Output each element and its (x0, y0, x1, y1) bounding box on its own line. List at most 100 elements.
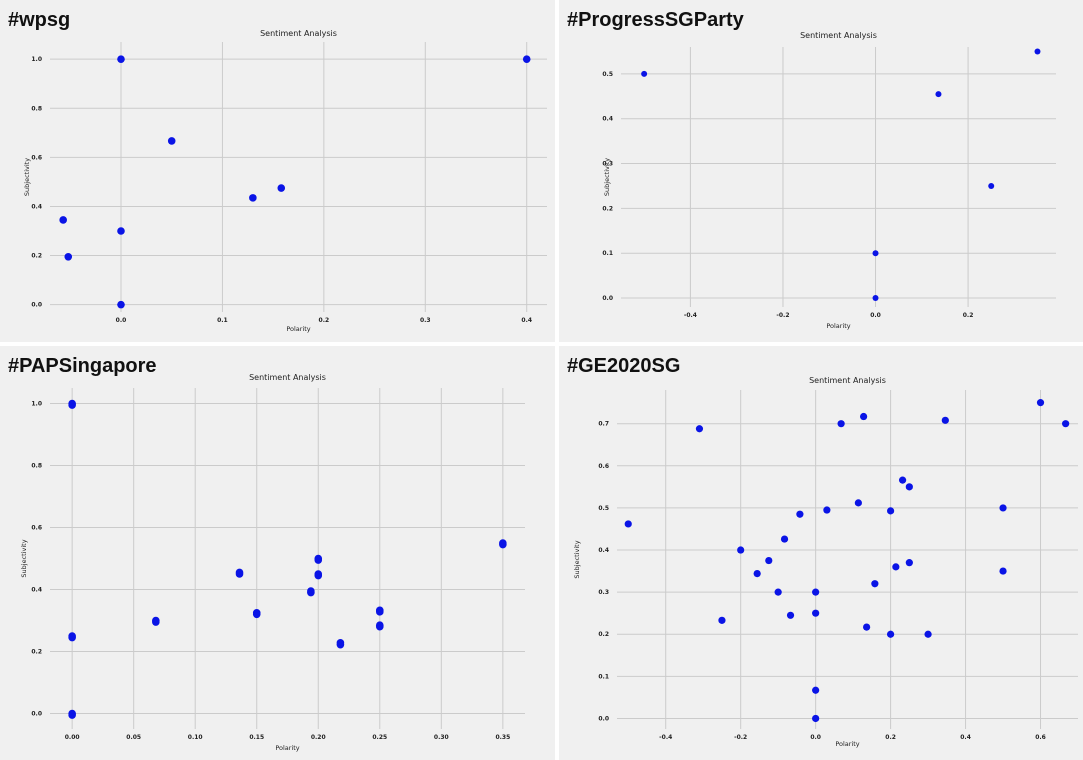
y-tick-label: 0.5 (598, 505, 609, 512)
x-tick-label: 0.4 (960, 734, 971, 741)
x-tick-label: 0.4 (521, 317, 532, 324)
chart-title: Sentiment Analysis (260, 29, 337, 38)
x-tick-label: 0.6 (1035, 734, 1046, 741)
y-tick-label: 0.2 (602, 205, 613, 212)
data-point (812, 588, 820, 596)
hashtag-title: #GE2020SG (567, 355, 681, 377)
data-point (780, 535, 789, 543)
x-tick-label: 0.00 (65, 734, 80, 741)
chart-title: Sentiment Analysis (249, 373, 326, 382)
data-point (375, 608, 384, 616)
data-point (854, 499, 862, 507)
hashtag-title: #ProgressSGParty (567, 9, 744, 31)
data-point (999, 504, 1007, 512)
y-axis-label: Subjectivity (573, 540, 581, 578)
hashtag-title: #wpsg (8, 9, 71, 31)
data-point (905, 483, 913, 491)
data-point (988, 182, 995, 189)
panel-wpsg: 0.0 0.1 0.2 0.3 0.4 0.0 0.2 0.4 0.6 0.8 1.0 Sentime… (0, 0, 555, 342)
data-point (624, 520, 632, 528)
x-tick-label: 0.25 (372, 734, 387, 741)
data-point (375, 622, 384, 631)
scatter-plot: 0.0 0.1 0.2 0.3 0.4 0.0 0.2 0.4 0.6 0.8 1.0 Sentime… (23, 29, 547, 333)
data-point (887, 630, 895, 638)
data-point (68, 401, 76, 409)
y-tick-label: 0.5 (602, 71, 613, 78)
panel-papsingapore: 0.00 0.05 0.10 0.15 0.20 0.25 0.30 0.35 0.0 0.2 0.… (0, 346, 555, 760)
data-point (812, 714, 820, 723)
y-tick-label: 0.4 (31, 203, 42, 210)
scatter-plot: -0.4 -0.2 0.0 0.2 0.4 0.6 0.0 0.1 0.2 0.3 0.4 0.5 0.… (573, 376, 1078, 748)
hashtag-title: #PAPSingapore (8, 355, 157, 377)
data-point (249, 194, 257, 202)
x-axis-label: Polarity (275, 744, 299, 752)
y-tick-label: 0.0 (31, 711, 42, 718)
x-tick-label: 0.3 (420, 317, 431, 324)
y-tick-label: 0.7 (598, 421, 609, 428)
y-tick-label: 0.4 (602, 116, 613, 123)
data-point (999, 567, 1007, 575)
y-tick-label: 0.2 (598, 631, 609, 638)
data-point (117, 55, 125, 63)
data-point (68, 711, 76, 719)
y-tick-label: 1.0 (31, 56, 42, 63)
data-point (1062, 420, 1070, 428)
data-point (59, 216, 67, 224)
x-tick-label: 0.20 (311, 734, 326, 741)
y-tick-label: 0.4 (598, 547, 609, 554)
data-point (837, 420, 845, 428)
x-tick-label: -0.4 (684, 312, 697, 319)
y-tick-label: 0.0 (602, 295, 613, 302)
y-tick-label: 0.6 (598, 463, 609, 470)
data-point (823, 506, 831, 514)
data-point (812, 609, 820, 617)
data-point (307, 588, 315, 597)
data-point (314, 571, 323, 580)
scatter-plot: 0.00 0.05 0.10 0.15 0.20 0.25 0.30 0.35 0.0 0.2 0.… (20, 373, 525, 752)
y-tick-label: 1.0 (31, 401, 42, 408)
data-point (765, 556, 773, 565)
y-tick-label: 0.0 (598, 715, 609, 722)
data-point (522, 55, 531, 63)
x-tick-label: 0.0 (870, 312, 881, 319)
y-axis-label: Subjectivity (23, 158, 31, 196)
data-point (718, 616, 726, 624)
y-tick-label: 0.2 (31, 253, 42, 260)
data-point (796, 510, 804, 518)
data-point (812, 686, 820, 694)
data-point (871, 580, 879, 588)
y-tick-label: 0.4 (31, 587, 42, 594)
data-point (336, 640, 345, 649)
y-axis-label: Subjectivity (603, 158, 611, 196)
y-tick-label: 0.8 (31, 105, 42, 112)
chart-title: Sentiment Analysis (800, 31, 877, 40)
data-point (753, 570, 761, 578)
y-tick-label: 0.3 (598, 589, 609, 596)
data-point (887, 507, 895, 515)
data-point (860, 412, 868, 421)
data-point (68, 633, 76, 642)
x-tick-label: 0.1 (217, 317, 228, 324)
y-tick-label: 0.8 (31, 463, 42, 470)
x-tick-label: -0.4 (659, 734, 672, 741)
y-axis-label: Subjectivity (20, 539, 28, 577)
x-axis-label: Polarity (826, 322, 850, 330)
x-tick-label: 0.2 (319, 317, 330, 324)
data-point (641, 70, 648, 77)
data-point (924, 630, 932, 638)
data-point (1036, 399, 1045, 407)
y-tick-label: 0.1 (602, 250, 613, 257)
data-point (235, 570, 244, 578)
data-point (863, 623, 871, 631)
x-tick-label: 0.05 (126, 734, 141, 741)
data-point (695, 425, 704, 433)
x-tick-label: 0.0 (810, 734, 821, 741)
y-tick-label: 0.2 (31, 649, 42, 656)
data-point (152, 618, 160, 626)
data-point (774, 588, 782, 596)
x-tick-label: 0.10 (188, 734, 203, 741)
chart-title: Sentiment Analysis (809, 376, 886, 385)
data-point (892, 563, 900, 571)
y-tick-label: 0.0 (31, 302, 42, 309)
